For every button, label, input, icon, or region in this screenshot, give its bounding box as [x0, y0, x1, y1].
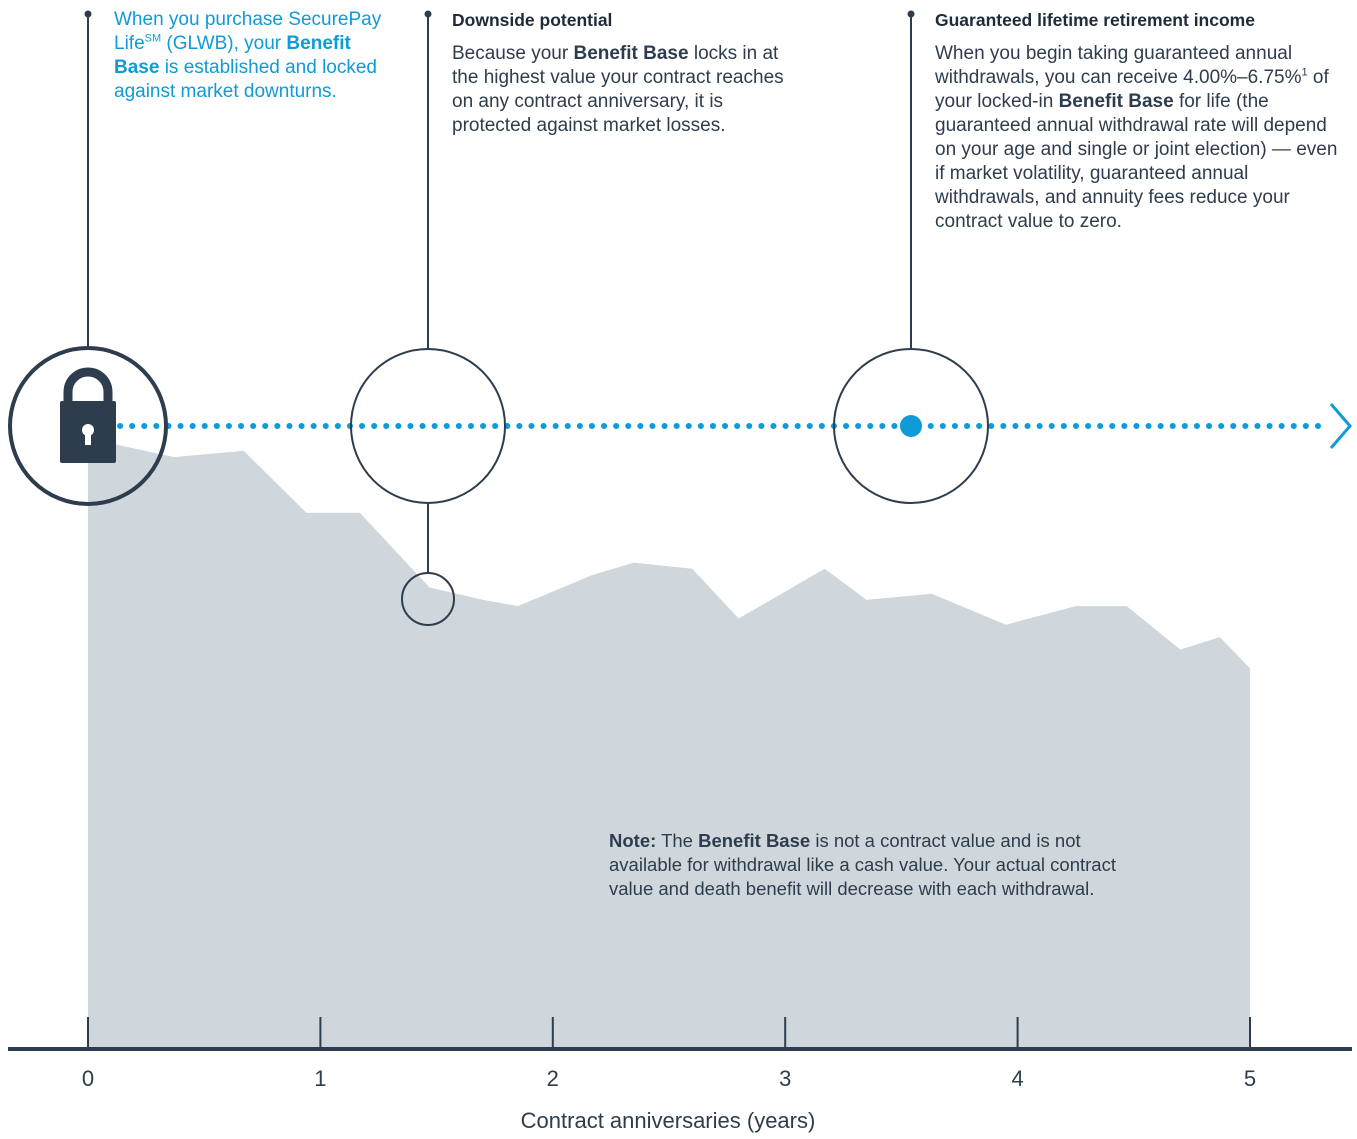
income-circle — [833, 348, 989, 504]
withdrawal-start-dot — [900, 415, 922, 437]
callout-purchase: When you purchase SecurePay LifeSM (GLWB… — [114, 8, 394, 104]
callout-purchase-bold: Benefit Base — [114, 33, 351, 78]
callout-income-text-3: for life (the guaranteed annual withdraw… — [935, 91, 1338, 232]
contract-value-area — [88, 438, 1250, 1047]
market-low-circle — [401, 572, 455, 626]
x-axis-line — [8, 1047, 1352, 1051]
callout-downside: Downside potential Because your Benefit … — [452, 8, 792, 138]
x-tick-label-4: 4 — [1011, 1066, 1023, 1091]
x-tick-label-1: 1 — [314, 1066, 326, 1091]
x-axis-title: Contract anniversaries (years) — [520, 1108, 816, 1133]
callout-income-heading: Guaranteed lifetime retirement income — [935, 10, 1255, 30]
callout-downside-text-2: locks in at the highest value your contr… — [452, 43, 784, 136]
callout-income-text-2: of your locked-in — [935, 67, 1329, 112]
callout-downside-bold: Benefit Base — [573, 43, 689, 64]
x-tick-label-0: 0 — [82, 1066, 94, 1091]
x-axis-ticks — [87, 1017, 1251, 1047]
callout-income-bold: Benefit Base — [1058, 91, 1174, 112]
downside-circle — [350, 348, 506, 504]
note-label: Note: — [609, 830, 657, 851]
callout-purchase-text-3: is established and locked against market… — [114, 57, 378, 102]
x-axis-tick-labels: 0 1 2 3 4 5 — [82, 1066, 1256, 1091]
note-text-2: is not a contract value and is not avail… — [609, 830, 1116, 899]
callout-income-text: When you begin taking guaranteed annual … — [935, 43, 1302, 88]
footnote-marker: 1 — [1301, 66, 1308, 79]
x-tick-label-2: 2 — [547, 1066, 559, 1091]
x-tick-label-3: 3 — [779, 1066, 791, 1091]
callout-income: Guaranteed lifetime retirement income Wh… — [935, 8, 1345, 234]
lock-circle — [8, 346, 168, 506]
chevron-right-icon — [1329, 403, 1352, 449]
note-bold: Benefit Base — [698, 830, 811, 851]
note: Note: The Benefit Base is not a contract… — [609, 829, 1129, 901]
callout-downside-text: Because your — [452, 43, 574, 64]
service-mark: SM — [144, 32, 162, 45]
x-tick-label-5: 5 — [1244, 1066, 1256, 1091]
callout-purchase-text-2: (GLWB), your — [161, 33, 287, 54]
note-text: The — [656, 830, 699, 851]
callout-downside-heading: Downside potential — [452, 10, 613, 30]
lock-icon — [60, 367, 116, 463]
callout-purchase-text: When you purchase SecurePay Life — [114, 9, 382, 54]
